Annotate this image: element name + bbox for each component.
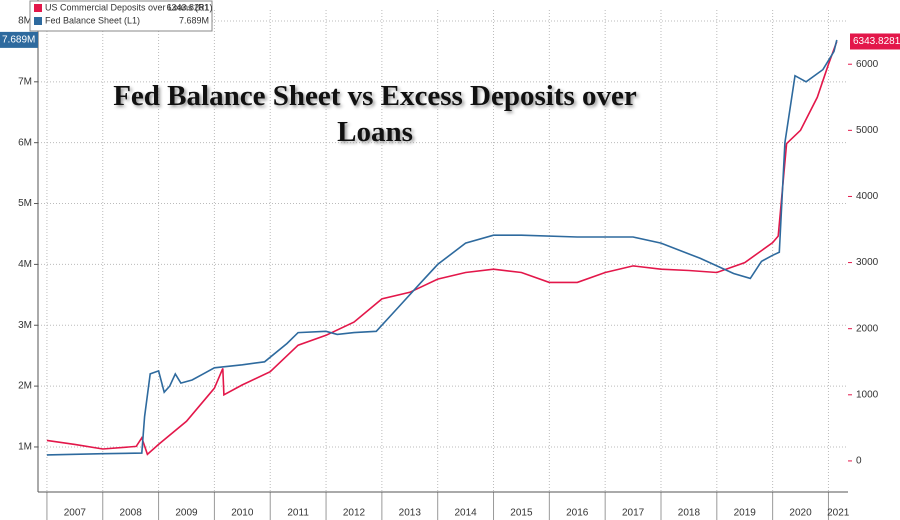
x-tick-label: 2017: [622, 508, 645, 519]
x-tick-label: 2018: [678, 508, 701, 519]
value-tag-label: 7.689M: [2, 35, 35, 46]
value-tag: [850, 33, 900, 50]
y-tick-label: 1M: [18, 442, 32, 453]
y2-tick-label: 0: [856, 456, 862, 467]
chart-title: Fed Balance Sheet vs Excess Deposits ove…: [113, 80, 637, 148]
x-tick-label: 2011: [287, 508, 309, 519]
value-tag-label: 6343.8281: [853, 36, 900, 47]
x-tick-label: 2021: [827, 508, 850, 519]
x-tick-label: 2013: [399, 508, 422, 519]
x-tick-label: 2012: [343, 508, 366, 519]
y2-tick-label: 5000: [856, 125, 879, 136]
y-tick-label: 8M: [18, 16, 32, 27]
legend-box: [29, 0, 213, 32]
x-tick-label: 2016: [566, 508, 589, 519]
x-tick-label: 2009: [175, 508, 198, 519]
x-tick-label: 2020: [789, 508, 812, 519]
y-tick-label: 4M: [18, 259, 32, 270]
y2-tick-label: 1000: [856, 389, 879, 400]
legend-label: Fed Balance Sheet (L1): [45, 15, 140, 25]
legend-value: 6343.8281: [166, 2, 209, 12]
series-line: [46, 41, 838, 456]
legend-label: US Commercial Deposits over Loans (R1): [45, 2, 213, 12]
legend-swatch: [34, 4, 42, 12]
y-tick-label: 3M: [18, 320, 32, 331]
y2-tick-label: 4000: [856, 191, 879, 202]
x-tick-label: 2015: [510, 508, 533, 519]
x-tick-label: 2010: [231, 508, 254, 519]
legend-value: 7.689M: [179, 15, 209, 25]
series-line: [46, 39, 838, 456]
x-tick-label: 2007: [64, 508, 87, 519]
value-tag: [0, 31, 38, 48]
y-tick-label: 7M: [18, 76, 32, 87]
x-tick-label: 2008: [120, 508, 143, 519]
y-tick-label: 6M: [18, 137, 32, 148]
y2-tick-label: 2000: [856, 323, 879, 334]
y2-tick-label: 6000: [856, 59, 879, 70]
y-tick-label: 2M: [18, 381, 32, 392]
y-tick-label: 5M: [18, 198, 32, 209]
y2-tick-label: 3000: [856, 257, 879, 268]
x-tick-label: 2014: [454, 508, 477, 519]
legend-swatch: [34, 17, 42, 25]
x-tick-label: 2019: [734, 508, 757, 519]
